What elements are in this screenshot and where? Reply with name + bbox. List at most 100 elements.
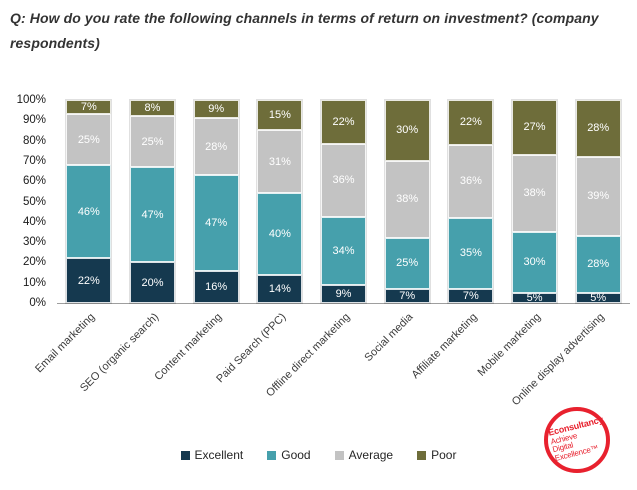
data-label: 38% [523,187,546,200]
bar-segment-poor: 27% [512,100,558,155]
bar-segment-excellent: 7% [448,288,494,303]
legend-swatch-poor [417,450,427,460]
bar-group: 15% 31% 40% 14% [248,100,312,303]
data-label: 30% [396,124,419,137]
bar-segment-average: 36% [321,144,367,217]
data-label: 7% [80,101,97,114]
data-label: 47% [205,216,228,229]
bar-segment-excellent: 20% [130,262,175,303]
bar-group: 22% 36% 34% 9% [312,100,376,303]
y-tick-label: 50% [22,195,46,208]
bar-segment-excellent: 14% [257,274,303,303]
data-label: 28% [205,140,228,153]
legend-item: Average [334,448,394,462]
data-label: 46% [77,205,100,218]
data-label: 35% [459,247,482,260]
bar-group: 7% 25% 46% 22% [57,100,121,303]
stacked-bar: 30% 38% 25% 7% [384,100,430,303]
legend-label: Poor [431,448,457,462]
bar-segment-average: 25% [130,116,175,167]
data-label: 25% [77,133,100,146]
data-label: 25% [396,257,419,270]
data-label: 34% [332,244,355,257]
chart: 100% 90% 80% 70% 60% 50% 40% 30% 20% 10% 0% 7% 25% 4… [0,94,637,309]
data-label: 9% [208,103,225,116]
bar-group: 9% 28% 47% 16% [184,100,248,303]
data-label: 36% [459,175,482,188]
stacked-bar: 22% 36% 35% 7% [448,100,494,303]
bar-segment-good: 25% [384,238,430,289]
data-label: 38% [396,193,419,206]
y-tick-label: 90% [22,114,46,127]
bar-segment-average: 39% [575,156,621,236]
bar-segment-excellent: 7% [384,288,430,303]
bar-segment-average: 38% [384,160,430,239]
econsultancy-logo: Econsultancy Achieve Digital Excellence™ [544,407,610,473]
bar-segment-poor: 15% [257,100,303,131]
legend-label: Average [348,448,394,462]
data-label: 8% [144,102,161,115]
legend-swatch-excellent [180,450,190,460]
stacked-bar: 8% 25% 47% 20% [130,100,175,303]
bar-segment-poor: 9% [193,100,239,119]
bar-segment-good: 47% [193,175,239,271]
data-label: 39% [587,190,610,203]
bar-segment-poor: 8% [130,100,175,117]
x-axis-category-label: Email marketing [33,311,98,376]
y-tick-label: 10% [22,276,46,289]
legend: Excellent Good Average Poor [0,448,637,462]
data-label: 16% [205,280,228,293]
plot-area: 7% 25% 46% 22% 8% 25% 47% 20% 9% 28% 47% 16% 15% 31% 4… [57,100,630,304]
bar-group: 28% 39% 28% 5% [566,100,630,304]
data-label: 40% [268,227,291,240]
data-label: 22% [459,116,482,129]
data-label: 9% [335,287,352,300]
bar-segment-good: 34% [321,216,367,285]
data-label: 31% [268,155,291,168]
y-tick-label: 40% [22,215,46,228]
bar-segment-good: 30% [512,231,558,293]
bar-group: 27% 38% 30% 5% [503,100,567,304]
bar-segment-good: 47% [130,166,175,263]
bar-group: 30% 38% 25% 7% [375,100,439,303]
bar-segment-poor: 22% [448,100,494,145]
x-axis-labels: Email marketing SEO (organic search) Conte… [33,305,630,423]
stacked-bar: 28% 39% 28% 5% [575,100,621,304]
bar-group: 8% 25% 47% 20% [121,100,185,303]
stacked-bar: 7% 25% 46% 22% [66,100,112,303]
stacked-bar: 9% 28% 47% 16% [193,100,239,303]
data-label: 22% [332,116,355,129]
data-label: 22% [77,274,100,287]
y-tick-label: 100% [16,94,46,106]
legend-item: Excellent [180,448,243,462]
data-label: 7% [462,289,479,302]
bar-segment-average: 36% [448,144,494,218]
bar-segment-excellent: 16% [193,270,239,303]
data-label: 30% [523,256,546,269]
legend-item: Good [267,448,311,462]
x-label-slot: Offline direct marketing [264,305,376,423]
y-tick-label: 80% [22,134,46,147]
legend-item: Poor [417,448,456,462]
data-label: 5% [590,291,607,304]
page-title: Q: How do you rate the following channel… [10,10,599,52]
bar-segment-average: 25% [66,114,112,165]
stacked-bar: 15% 31% 40% 14% [257,100,303,303]
legend-swatch-average [334,450,344,460]
y-axis: 100% 90% 80% 70% 60% 50% 40% 30% 20% 10% 0% [0,94,52,309]
y-tick-label: 30% [22,236,46,249]
stacked-bar: 22% 36% 34% 9% [321,100,367,303]
bar-segment-excellent: 22% [66,258,112,303]
data-label: 28% [587,258,610,271]
bar-segment-good: 46% [66,164,112,259]
bar-segment-good: 40% [257,193,303,275]
data-label: 28% [587,122,610,135]
bar-segment-excellent: 5% [575,291,621,304]
y-tick-label: 60% [22,175,46,188]
y-tick-label: 0% [29,297,46,309]
econsultancy-logo-text: Econsultancy Achieve Digital Excellence™ [545,415,611,465]
y-tick-label: 70% [22,154,46,167]
bar-segment-good: 35% [448,217,494,289]
data-label: 5% [526,291,543,304]
